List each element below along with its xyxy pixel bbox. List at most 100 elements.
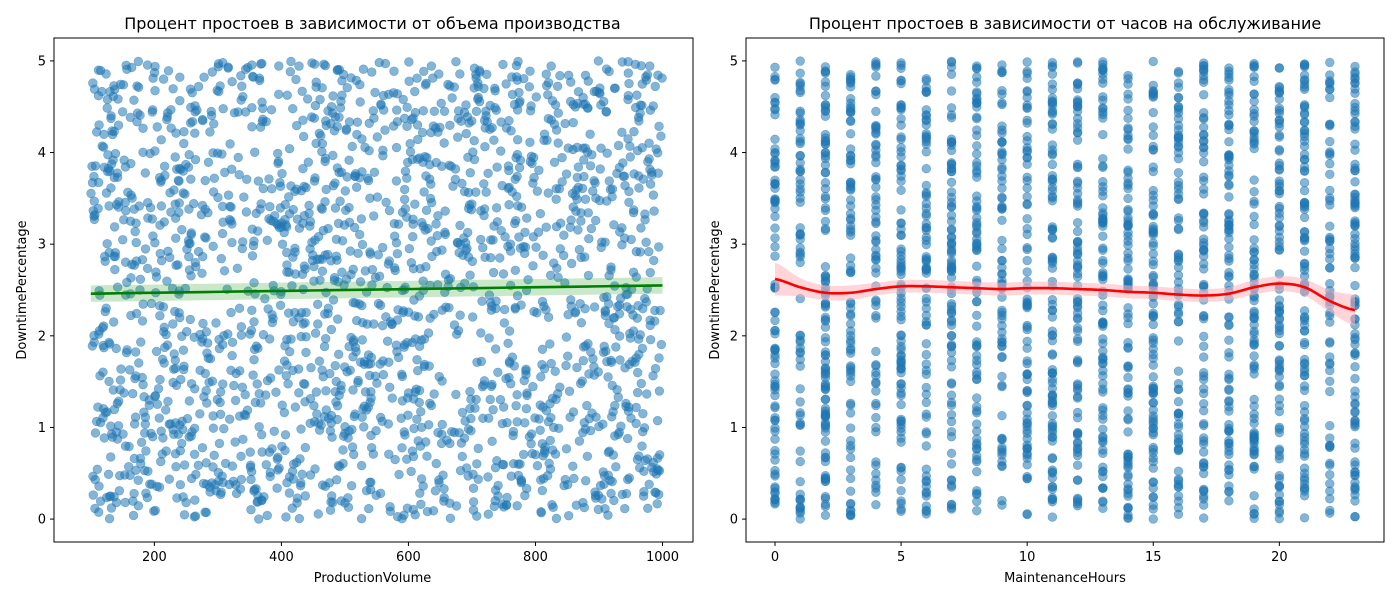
scatter-point bbox=[290, 402, 301, 412]
scatter-point bbox=[109, 222, 120, 232]
scatter-point bbox=[173, 175, 184, 186]
scatter-point bbox=[331, 251, 341, 261]
scatter-point bbox=[997, 89, 1007, 99]
scatter-point bbox=[896, 132, 906, 142]
scatter-point bbox=[1148, 500, 1158, 510]
scatter-point bbox=[288, 459, 299, 469]
scatter-point bbox=[770, 381, 780, 392]
scatter-point bbox=[431, 219, 441, 229]
scatter-point bbox=[1325, 221, 1335, 231]
scatter-point bbox=[1224, 105, 1234, 116]
scatter-point bbox=[421, 171, 431, 181]
scatter-point bbox=[997, 176, 1007, 186]
scatter-point bbox=[532, 460, 543, 471]
scatter-point bbox=[896, 244, 906, 254]
scatter-point bbox=[1299, 428, 1310, 439]
scatter-point bbox=[628, 207, 639, 218]
scatter-point bbox=[455, 220, 465, 231]
scatter-point bbox=[1098, 387, 1108, 397]
scatter-point bbox=[397, 513, 407, 524]
scatter-point bbox=[551, 194, 561, 204]
scatter-point bbox=[1173, 66, 1184, 77]
scatter-point bbox=[568, 407, 579, 417]
scatter-point bbox=[795, 361, 805, 371]
scatter-point bbox=[1274, 146, 1285, 156]
scatter-point bbox=[1098, 161, 1108, 171]
scatter-point bbox=[402, 454, 412, 464]
scatter-point bbox=[295, 454, 305, 464]
scatter-point bbox=[403, 410, 413, 420]
scatter-point bbox=[795, 397, 805, 407]
scatter-point bbox=[770, 251, 780, 261]
scatter-point bbox=[254, 422, 264, 432]
scatter-point bbox=[1299, 491, 1310, 501]
scatter-point bbox=[128, 388, 138, 399]
scatter-point bbox=[820, 315, 831, 325]
scatter-point bbox=[134, 201, 144, 211]
scatter-point bbox=[871, 106, 881, 117]
scatter-point bbox=[190, 511, 201, 521]
scatter-point bbox=[407, 446, 418, 456]
scatter-point bbox=[1022, 192, 1032, 202]
scatter-point bbox=[1325, 278, 1335, 289]
scatter-point bbox=[465, 168, 475, 178]
scatter-point bbox=[99, 433, 109, 443]
scatter-point bbox=[1274, 340, 1285, 351]
scatter-point bbox=[601, 107, 612, 117]
scatter-point bbox=[240, 389, 250, 400]
scatter-point bbox=[1098, 306, 1108, 316]
scatter-point bbox=[1224, 320, 1234, 331]
scatter-point bbox=[1198, 352, 1209, 362]
scatter-point bbox=[972, 310, 982, 321]
scatter-point bbox=[1350, 467, 1360, 477]
scatter-point bbox=[406, 257, 417, 268]
scatter-point bbox=[997, 314, 1007, 324]
scatter-point bbox=[120, 257, 131, 267]
scatter-point bbox=[512, 390, 522, 400]
scatter-point bbox=[382, 336, 393, 346]
scatter-point bbox=[185, 314, 195, 325]
scatter-point bbox=[152, 122, 162, 132]
scatter-point bbox=[1148, 372, 1158, 382]
scatter-point bbox=[946, 110, 957, 120]
scatter-point bbox=[618, 158, 628, 168]
scatter-point bbox=[170, 449, 181, 459]
scatter-point bbox=[1123, 372, 1133, 383]
scatter-point bbox=[635, 247, 645, 257]
scatter-point bbox=[634, 349, 644, 360]
scatter-point bbox=[1072, 159, 1083, 169]
scatter-point bbox=[1148, 308, 1158, 318]
scatter-point bbox=[586, 223, 597, 234]
scatter-point bbox=[186, 378, 197, 389]
scatter-point bbox=[535, 208, 546, 219]
scatter-point bbox=[615, 227, 625, 237]
scatter-point bbox=[1198, 398, 1209, 409]
scatter-point bbox=[1047, 364, 1058, 375]
scatter-point bbox=[871, 346, 881, 357]
scatter-point bbox=[216, 253, 227, 264]
scatter-point bbox=[1047, 453, 1058, 464]
scatter-point bbox=[165, 252, 175, 263]
scatter-point bbox=[138, 147, 148, 158]
scatter-point bbox=[610, 325, 620, 335]
scatter-point bbox=[402, 102, 412, 113]
scatter-point bbox=[1022, 336, 1032, 347]
y-tick-label: 3 bbox=[730, 238, 738, 253]
scatter-point bbox=[299, 261, 310, 271]
scatter-point bbox=[1198, 142, 1209, 153]
scatter-point bbox=[795, 420, 805, 431]
scatter-point bbox=[397, 369, 407, 379]
scatter-point bbox=[1022, 199, 1032, 210]
scatter-point bbox=[845, 78, 856, 88]
scatter-point bbox=[524, 432, 535, 442]
scatter-point bbox=[1224, 166, 1234, 176]
scatter-point bbox=[795, 408, 805, 418]
scatter-point bbox=[209, 173, 220, 183]
scatter-point bbox=[230, 395, 241, 406]
scatter-point bbox=[997, 155, 1007, 165]
scatter-point bbox=[1123, 343, 1133, 353]
scatter-point bbox=[364, 370, 375, 381]
scatter-point bbox=[1325, 57, 1335, 68]
scatter-point bbox=[1249, 132, 1259, 142]
